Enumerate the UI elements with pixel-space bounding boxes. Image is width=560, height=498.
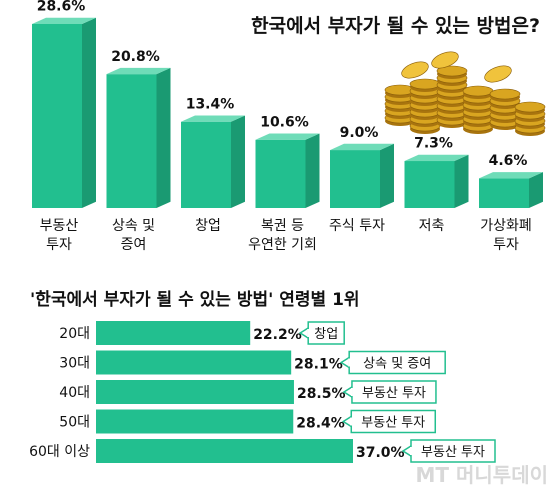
bar-top xyxy=(404,154,469,162)
data-label: 10.6% xyxy=(260,115,309,131)
bar-side xyxy=(82,17,96,209)
bar-side xyxy=(454,154,469,208)
bar xyxy=(255,139,306,208)
bottom-chart: '한국에서 부자가 될 수 있는 방법' 연령별 1위 20대 22.2% 창업 30… xyxy=(29,289,496,463)
bottom-chart-bars: 20대 22.2% 창업 30대 28.1% 상속 및 증여 40대 28.5% 부동산 투자 5… xyxy=(29,321,496,463)
coin xyxy=(514,101,546,113)
tick-label: 부동산 xyxy=(40,218,79,234)
data-label: 13.4% xyxy=(186,96,235,112)
coin xyxy=(401,61,429,79)
coin xyxy=(484,65,512,83)
tick-label: 저축 xyxy=(419,218,445,234)
bar-top xyxy=(181,115,245,122)
coin xyxy=(436,65,468,77)
bar xyxy=(181,121,231,208)
data-label: 4.6% xyxy=(489,153,528,169)
bar-top xyxy=(330,143,394,151)
tick-label: 투자 xyxy=(46,237,72,253)
callout-label: 상속 및 증여 xyxy=(363,357,431,372)
data-label: 28.5% xyxy=(297,386,346,402)
bar xyxy=(479,178,529,208)
tick-label: 가상화폐 xyxy=(480,218,532,234)
data-label: 22.2% xyxy=(253,327,302,343)
bar-side xyxy=(156,67,171,208)
bar-side xyxy=(380,143,394,208)
tick-label: 40대 xyxy=(59,385,90,401)
bar-top xyxy=(255,133,320,140)
tick-label: 창업 xyxy=(195,218,221,234)
gold-coins-icon xyxy=(384,51,546,136)
tick-label: 60대 이상 xyxy=(29,444,90,460)
data-label: 20.8% xyxy=(111,49,160,65)
bar-top xyxy=(479,172,543,179)
bar xyxy=(32,24,82,208)
data-label: 9.0% xyxy=(340,125,379,141)
tick-label: 50대 xyxy=(59,415,90,431)
data-label: 28.4% xyxy=(296,416,345,432)
bar xyxy=(96,409,294,434)
tick-label: 복권 등 xyxy=(261,218,304,234)
bottom-chart-title: '한국에서 부자가 될 수 있는 방법' 연령별 1위 xyxy=(30,289,360,310)
data-label: 7.3% xyxy=(414,136,453,152)
bar xyxy=(96,439,353,463)
bar-top xyxy=(32,17,96,24)
tick-label: 증여 xyxy=(121,237,147,253)
bar-top xyxy=(106,67,171,75)
bar xyxy=(404,161,455,208)
bar-side xyxy=(529,172,543,208)
tick-label: 투자 xyxy=(493,237,519,253)
callout-label: 부동산 투자 xyxy=(421,445,485,460)
tick-label: 상속 및 xyxy=(112,218,155,234)
bar xyxy=(96,321,251,345)
bar xyxy=(330,150,380,208)
coin xyxy=(409,78,441,90)
tick-label: 주식 투자 xyxy=(329,218,385,234)
top-chart-title: 한국에서 부자가 될 수 있는 방법은? xyxy=(251,15,540,37)
data-label: 28.1% xyxy=(294,357,343,373)
bar-side xyxy=(305,133,320,208)
tick-label: 30대 xyxy=(59,356,90,372)
callout-label: 부동산 투자 xyxy=(362,386,426,401)
bar xyxy=(96,380,294,404)
coin xyxy=(462,85,494,97)
callout-label: 부동산 투자 xyxy=(361,416,425,431)
bar xyxy=(106,74,157,208)
coin xyxy=(489,88,521,100)
coin xyxy=(431,51,459,69)
tick-label: 우연한 기회 xyxy=(248,237,317,253)
bar-side xyxy=(231,115,245,208)
data-label: 28.6% xyxy=(37,0,86,15)
callout-label: 창업 xyxy=(314,327,338,342)
bar xyxy=(96,350,292,375)
tick-label: 20대 xyxy=(59,326,90,342)
watermark-logo: MT 머니투데이 xyxy=(415,463,548,487)
data-label: 37.0% xyxy=(356,445,405,461)
